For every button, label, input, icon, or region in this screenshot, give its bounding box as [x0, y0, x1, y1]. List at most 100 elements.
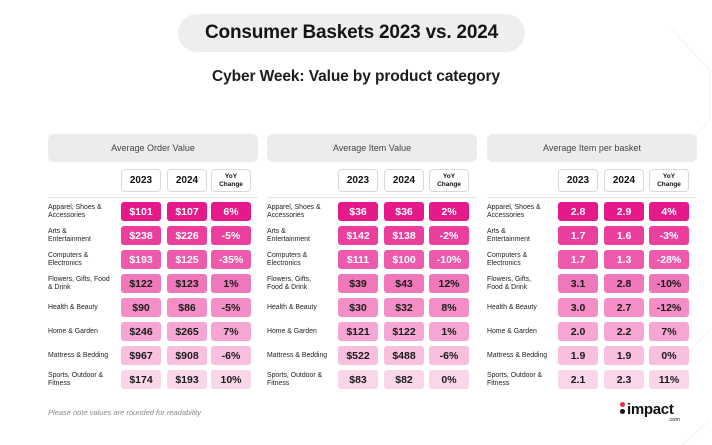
table-panel: Average Order Value 2023 2024 YoY Change Appa… [48, 134, 258, 394]
yoy-change-cell: 12% [429, 274, 469, 293]
table-row: Arts & Entertainment 1.7 1.6 -3% [487, 226, 697, 250]
column-header-yoy-change: YoY Change [649, 169, 689, 192]
table-row: Health & Beauty $30 $32 8% [267, 298, 477, 322]
header-divider [487, 197, 697, 198]
category-label-line: Fitness [48, 379, 71, 387]
table-row: Home & Garden $246 $265 7% [48, 322, 258, 346]
value-2023-cell: 2.8 [558, 202, 598, 221]
value-2024-cell: $122 [384, 322, 424, 341]
value-2024-cell: 2.7 [604, 298, 644, 317]
yoy-change-cell: 10% [211, 370, 251, 389]
category-label-line: Entertainment [487, 235, 530, 243]
table-row: Flowers, Gifts, Food & Drink 3.1 2.8 -10% [487, 274, 697, 298]
category-label-line: Arts & [267, 227, 286, 235]
category-label: Health & Beauty [267, 298, 342, 317]
value-2023-cell: $30 [338, 298, 378, 317]
value-2024-cell: $908 [167, 346, 207, 365]
column-headers: 2023 2024 YoY Change [267, 169, 477, 193]
category-label-line: & Drink [48, 283, 71, 291]
yoy-change-cell: -5% [211, 298, 251, 317]
category-label-line: Accessories [267, 211, 305, 219]
column-header-text: Change [657, 180, 681, 188]
value-2024-cell: 2.2 [604, 322, 644, 341]
value-2023-cell: $522 [338, 346, 378, 365]
table-title: Average Order Value [48, 134, 258, 162]
yoy-change-cell: 7% [649, 322, 689, 341]
category-label-line: Health & Beauty [267, 303, 317, 311]
value-2024-cell: $32 [384, 298, 424, 317]
logo-suffix: .com [668, 417, 680, 423]
category-label-line: Computers & [48, 251, 89, 259]
value-2024-cell: $125 [167, 250, 207, 269]
category-label-line: Home & Garden [267, 327, 317, 335]
value-2024-cell: 1.9 [604, 346, 644, 365]
category-label: Flowers, Gifts, Food & Drink [487, 274, 562, 293]
value-2023-cell: $39 [338, 274, 378, 293]
header-divider [48, 197, 258, 198]
category-label-line: Arts & [48, 227, 67, 235]
column-headers: 2023 2024 YoY Change [487, 169, 697, 193]
category-label-line: Fitness [267, 379, 290, 387]
category-label: Apparel, Shoes & Accessories [48, 202, 123, 221]
value-2024-cell: $226 [167, 226, 207, 245]
table-row: Mattress & Bedding $522 $488 -6% [267, 346, 477, 370]
category-label-line: Accessories [48, 211, 86, 219]
category-label: Apparel, Shoes & Accessories [487, 202, 562, 221]
table-title: Average Item per basket [487, 134, 697, 162]
category-label: Health & Beauty [48, 298, 123, 317]
category-label: Home & Garden [267, 322, 342, 341]
category-label: Computers & Electronics [267, 250, 342, 269]
column-header-text: YoY [662, 172, 676, 180]
yoy-change-cell: 0% [429, 370, 469, 389]
page-subtitle: Cyber Week: Value by product category [211, 68, 501, 85]
yoy-change-cell: 1% [429, 322, 469, 341]
header-divider [267, 197, 477, 198]
table-row: Home & Garden 2.0 2.2 7% [487, 322, 697, 346]
yoy-change-cell: 2% [429, 202, 469, 221]
category-label-line: Apparel, Shoes & [48, 203, 102, 211]
yoy-change-cell: 0% [649, 346, 689, 365]
value-2024-cell: $100 [384, 250, 424, 269]
category-label-line: Health & Beauty [487, 303, 537, 311]
category-label: Computers & Electronics [48, 250, 123, 269]
category-label-line: Home & Garden [487, 327, 537, 335]
value-2023-cell: 3.1 [558, 274, 598, 293]
value-2023-cell: 1.9 [558, 346, 598, 365]
category-label-line: Sports, Outdoor & [48, 371, 104, 379]
value-2024-cell: 2.8 [604, 274, 644, 293]
category-label: Flowers, Gifts, Food & Drink [267, 274, 342, 293]
value-2024-cell: $86 [167, 298, 207, 317]
table-panel: Average Item Value 2023 2024 YoY Change Appar… [267, 134, 477, 394]
value-2024-cell: $123 [167, 274, 207, 293]
category-label-line: Fitness [487, 379, 510, 387]
column-header-2024: 2024 [167, 169, 207, 192]
yoy-change-cell: -2% [429, 226, 469, 245]
yoy-change-cell: 4% [649, 202, 689, 221]
category-label-line: Mattress & Bedding [487, 351, 548, 359]
logo-dot-top [620, 402, 625, 407]
category-label: Flowers, Gifts, Food & Drink [48, 274, 123, 293]
category-label-line: Health & Beauty [48, 303, 98, 311]
value-2023-cell: $122 [121, 274, 161, 293]
category-label-line: Mattress & Bedding [267, 351, 328, 359]
value-2023-cell: $83 [338, 370, 378, 389]
yoy-change-cell: -28% [649, 250, 689, 269]
value-2024-cell: 1.3 [604, 250, 644, 269]
column-header-text: Change [437, 180, 461, 188]
yoy-change-cell: -6% [429, 346, 469, 365]
table-row: Computers & Electronics 1.7 1.3 -28% [487, 250, 697, 274]
value-2023-cell: 3.0 [558, 298, 598, 317]
category-label-line: Electronics [267, 259, 301, 267]
category-label-line: Flowers, Gifts, Food [48, 275, 110, 283]
table-body: Apparel, Shoes & Accessories $36 $36 2% Arts … [267, 202, 477, 394]
table-row: Apparel, Shoes & Accessories 2.8 2.9 4% [487, 202, 697, 226]
table-row: Mattress & Bedding 1.9 1.9 0% [487, 346, 697, 370]
category-label-line: Apparel, Shoes & [487, 203, 541, 211]
table-row: Arts & Entertainment $238 $226 -5% [48, 226, 258, 250]
category-label: Home & Garden [48, 322, 123, 341]
value-2024-cell: 1.6 [604, 226, 644, 245]
column-header-yoy-change: YoY Change [429, 169, 469, 192]
footnote: Please note values are rounded for reada… [48, 408, 202, 417]
category-label-line: Apparel, Shoes & [267, 203, 321, 211]
category-label-line: Flowers, Gifts, [487, 275, 532, 283]
